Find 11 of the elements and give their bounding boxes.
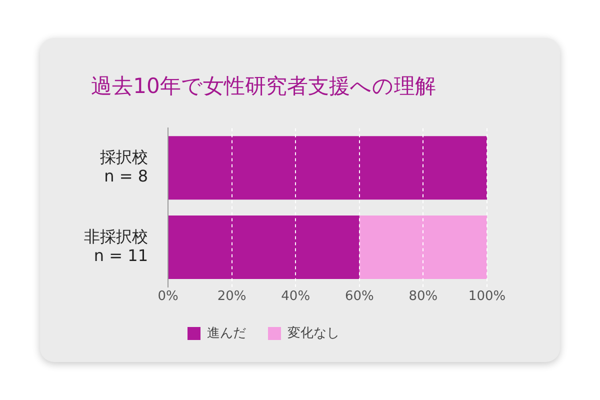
y-tick-label: 採択校 n = 8 bbox=[100, 147, 148, 186]
x-tick-label: 20% bbox=[217, 289, 246, 304]
legend-label: 進んだ bbox=[207, 326, 246, 341]
y-tick-label: 非採択校 n = 11 bbox=[84, 226, 148, 266]
x-tick-label: 0% bbox=[158, 289, 178, 304]
chart-title: 過去10年で女性研究者支援への理解 bbox=[91, 74, 436, 98]
x-tick-label: 100% bbox=[468, 289, 506, 304]
x-tick-label: 40% bbox=[281, 289, 310, 304]
legend-label: 変化なし bbox=[288, 324, 340, 341]
x-tick-label: 80% bbox=[408, 289, 438, 304]
x-tick-label: 60% bbox=[344, 289, 374, 304]
